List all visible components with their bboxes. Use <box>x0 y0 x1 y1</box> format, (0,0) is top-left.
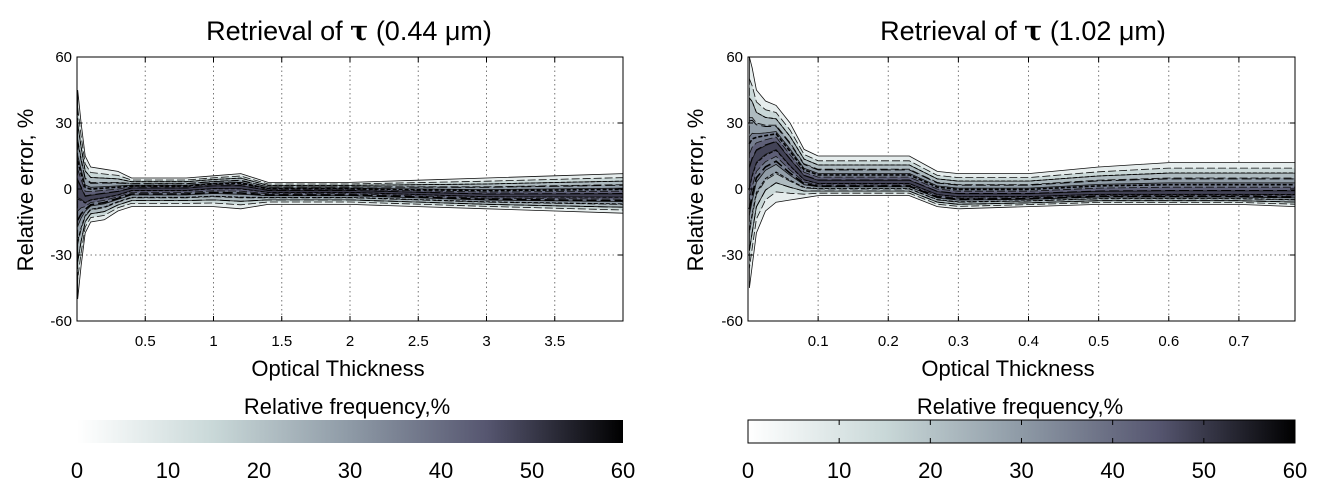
chart-left-x-tick-label: 2.5 <box>408 333 429 350</box>
chart-left-colorbar-tick-label: 20 <box>247 458 271 483</box>
chart-left-contour-line <box>77 160 623 192</box>
chart-right-contour-line <box>749 97 1295 182</box>
chart-right-plot-area: 0.1 0.2 0.3 0.4 0.5 0.6 0.7 -60 -30 0 30 60 <box>721 49 1296 350</box>
chart-left-x-tick-label: 3 <box>482 333 490 350</box>
chart-left-contour-line <box>77 188 623 204</box>
chart-right-ylabel: Relative error, % <box>683 109 708 272</box>
chart-right-colorbar-tick-label: 30 <box>1009 458 1033 483</box>
chart-left-contour-line <box>77 199 623 262</box>
chart-right-y-tick-label: -60 <box>721 313 743 330</box>
chart-left-colorbar-tick-label: 60 <box>611 458 635 483</box>
chart-right-contour-line <box>748 140 1295 194</box>
chart-right-colorbar-label: Relative frequency,% <box>917 394 1123 419</box>
chart-right-y-tick-label: -30 <box>721 247 743 264</box>
chart-right-x-tick-label: 0.1 <box>808 333 829 350</box>
chart-left-colorbar-tick-label: 10 <box>156 458 180 483</box>
chart-left-contour-line <box>77 123 623 186</box>
chart-right-x-tick-label: 0.3 <box>948 333 969 350</box>
chart-left-x-tick-label: 3.5 <box>544 333 565 350</box>
chart-left-frequency-field <box>77 89 623 300</box>
chart-right-y-tick-label: 60 <box>726 49 743 66</box>
chart-right-xlabel: Optical Thickness <box>921 356 1094 381</box>
chart-right-colorbar-tick-label: 60 <box>1283 458 1307 483</box>
chart-right-contour-line <box>748 149 1295 198</box>
chart-left-colorbar-tick-label: 30 <box>338 458 362 483</box>
chart-left-y-tick-label: 0 <box>64 181 72 198</box>
chart-right-y-tick-label: 0 <box>735 181 743 198</box>
chart-left-x-tick-label: 0.5 <box>135 333 156 350</box>
chart-left-y-tick-label: -60 <box>50 313 72 330</box>
chart-right-contour-line <box>748 182 1295 251</box>
chart-left-contour-line <box>77 142 623 188</box>
chart-left-title: Retrieval of τ (0.44 μm) <box>206 16 492 47</box>
chart-left-contour-line <box>77 179 623 197</box>
chart-right-x-tick-label: 0.7 <box>1228 333 1249 350</box>
chart-right-colorbar-tick-label: 20 <box>918 458 942 483</box>
chart-right-x-tick-label: 0.6 <box>1158 333 1179 350</box>
chart-right-colorbar-tick-label: 50 <box>1192 458 1216 483</box>
chart-right-contour-line <box>748 171 1295 230</box>
chart-left-xlabel: Optical Thickness <box>251 356 424 381</box>
chart-left-y-tick-label: 30 <box>55 115 72 132</box>
chart-right-colorbar-tick-label: 0 <box>742 458 754 483</box>
chart-left-colorbar-tick-label: 50 <box>520 458 544 483</box>
chart-left-y-tick-label: -30 <box>50 247 72 264</box>
chart-left-colorbar-gradient <box>77 420 623 443</box>
chart-left-colorbar-tick-label: 40 <box>429 458 453 483</box>
chart-left-x-tick-label: 1 <box>209 333 217 350</box>
chart-left-colorbar-tick-label: 0 <box>71 458 83 483</box>
chart-right-contour-line <box>748 132 1295 191</box>
chart-right-title: Retrieval of τ (1.02 μm) <box>880 16 1166 47</box>
chart-left-x-tick-label: 2 <box>346 333 354 350</box>
chart-right-colorbar: 0 10 20 30 40 50 60 <box>742 419 1307 483</box>
chart-right-frequency-field <box>748 57 1295 289</box>
chart-left-contour-line <box>77 191 623 221</box>
chart-left-plot-area: 0.5 1 1.5 2 2.5 3 3.5 -60 -30 0 30 60 <box>50 49 624 350</box>
chart-right: Retrieval of τ (1.02 μm) 0.1 0.2 0.3 0.4 0.5… <box>683 16 1307 483</box>
chart-right-x-tick-label: 0.2 <box>878 333 899 350</box>
chart-left-ylabel: Relative error, % <box>13 109 38 272</box>
chart-right-x-tick-label: 0.4 <box>1018 333 1039 350</box>
chart-left-y-tick-label: 60 <box>55 49 72 66</box>
chart-right-colorbar-tick-label: 10 <box>827 458 851 483</box>
chart-right-contour-line <box>749 119 1295 186</box>
chart-right-contour-line <box>748 160 1295 210</box>
chart-left-colorbar-label: Relative frequency,% <box>244 394 450 419</box>
chart-left-colorbar: 0 10 20 30 40 50 60 <box>71 420 635 483</box>
chart-right-colorbar-tick-label: 40 <box>1100 458 1124 483</box>
chart-right-y-tick-label: 30 <box>726 115 743 132</box>
chart-right-x-tick-label: 0.5 <box>1088 333 1109 350</box>
chart-right-contour-band <box>749 136 1295 201</box>
chart-left: Retrieval of τ (0.44 μm) 0.5 1 1.5 2 2.5 3 3.5… <box>13 16 635 483</box>
chart-left-contour-line <box>77 195 623 242</box>
chart-left-x-tick-label: 1.5 <box>271 333 292 350</box>
